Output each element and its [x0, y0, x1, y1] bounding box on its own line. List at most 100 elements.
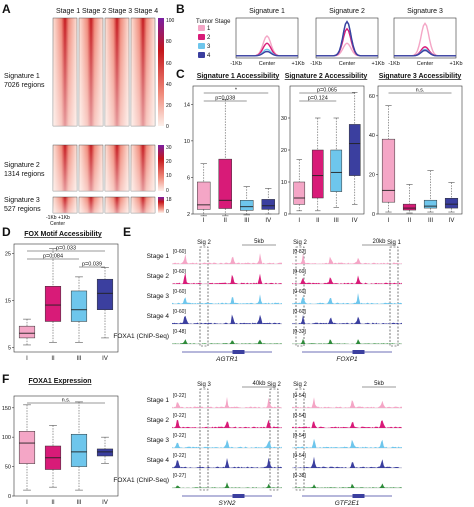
panel-letter-e: E — [123, 225, 131, 239]
y-tick-label: 0 — [372, 212, 375, 218]
panel-letter-a: A — [2, 2, 11, 16]
x-left-label: -1Kb — [230, 61, 242, 67]
significance-label: p=0.039 — [82, 262, 102, 268]
profile-frame — [235, 17, 299, 59]
track-row-label: FOXA1 (ChIP-Seq) — [113, 477, 169, 484]
colorbar-tick: 10 — [166, 173, 172, 179]
profile-title: Signature 1 — [249, 8, 285, 15]
box — [70, 290, 88, 322]
legend-swatch — [198, 52, 205, 58]
colorbar-tick: 0 — [166, 124, 169, 130]
gene-name: GTF2E1 — [335, 500, 360, 507]
colorbar-tick: 0 — [166, 209, 169, 215]
gene-exon — [352, 350, 365, 354]
track-signal — [172, 457, 282, 468]
track-signal — [172, 396, 282, 408]
profile-line — [394, 46, 456, 57]
scale-label: 5kb — [374, 381, 384, 387]
signature-region-box — [199, 388, 209, 491]
scale-label: 40kb — [252, 381, 266, 387]
track-range: [0-48] — [173, 329, 186, 335]
y-tick-label: 20 — [281, 148, 287, 154]
profile-line — [394, 49, 456, 57]
y-tick-label: 150 — [2, 406, 11, 412]
colorbar-2 — [158, 145, 164, 191]
track-range: [0-22] — [173, 453, 186, 459]
box — [293, 181, 306, 205]
significance-label: p=0.038 — [215, 96, 235, 102]
track-signal — [292, 253, 402, 264]
x-right-label: +1Kb — [372, 61, 385, 67]
significance-label: p=0.084 — [43, 254, 63, 260]
boxplot-frame — [13, 395, 119, 497]
stage-label: Stage 4 — [134, 8, 158, 15]
track-signal — [292, 438, 402, 448]
y-tick-label: 2 — [187, 212, 190, 218]
x-left-label: -1Kb — [310, 61, 322, 67]
axis-left-label: -1Kb — [46, 215, 57, 221]
box — [330, 149, 343, 192]
significance-label: n.s. — [416, 88, 425, 94]
x-right-label: +1Kb — [292, 61, 305, 67]
boxplot-frame — [377, 85, 463, 215]
legend-swatch — [198, 25, 205, 31]
profile-title: Signature 3 — [407, 8, 443, 15]
stage-label: Stage 2 — [82, 8, 106, 15]
significance-label: p=0.124 — [308, 96, 328, 102]
boxplot-title: FOXA1 Expression — [28, 378, 91, 385]
profile-frame — [393, 17, 457, 59]
box — [261, 199, 275, 210]
box — [423, 199, 438, 209]
category-label: II — [408, 218, 412, 224]
profile-line — [316, 20, 378, 57]
significance-label: n.s. — [62, 398, 71, 404]
track-range: [0-60] — [173, 309, 186, 315]
track-range: [0-32] — [293, 329, 306, 335]
colorbar-tick: 80 — [166, 39, 172, 45]
x-left-label: -1Kb — [388, 61, 400, 67]
category-label: I — [298, 218, 300, 224]
category-label: II — [51, 500, 55, 506]
panel-e-tracks: Stage 1 Stage 2 Stage 3 Stage 4 FOXA1 (ChIP-… — [113, 239, 402, 363]
signature-3-count: 527 regions — [4, 206, 41, 213]
significance-label: * — [235, 88, 238, 94]
category-label: III — [244, 218, 249, 224]
signature-region-label: Sig 3 — [197, 382, 211, 388]
track-signal — [292, 314, 402, 324]
y-tick-label: 10 — [281, 180, 287, 186]
legend-label: 3 — [207, 44, 211, 50]
track-signal — [292, 397, 402, 408]
heatmap-fade — [105, 145, 129, 191]
panel-letter-b: B — [176, 2, 185, 16]
x-center-label: Center — [339, 61, 356, 67]
track-range: [0-60] — [173, 249, 186, 255]
scale-label: 20kb — [372, 239, 386, 245]
track-row-label: Stage 3 — [147, 437, 170, 444]
category-label: I — [26, 500, 28, 506]
signature-region-box — [295, 388, 305, 491]
category-label: II — [316, 218, 320, 224]
heatmap-fade — [79, 18, 103, 126]
track-row-label: Stage 2 — [147, 417, 170, 424]
colorbar-3 — [158, 197, 164, 213]
track-signal — [292, 293, 402, 304]
heatmap-fade — [105, 197, 129, 213]
y-tick-label: 10 — [184, 139, 190, 145]
x-right-label: +1Kb — [450, 61, 463, 67]
signature-1-count: 7026 regions — [4, 82, 45, 89]
colorbar-tick: 18 — [166, 197, 172, 203]
stage-label: Stage 3 — [108, 8, 132, 15]
track-signal — [292, 338, 402, 344]
track-signal — [292, 483, 402, 488]
track-signal — [172, 439, 282, 448]
track-range: [0-54] — [293, 433, 306, 439]
boxplot-title: Signature 1 Accessibility — [197, 73, 280, 80]
panel-a-heatmaps: Stage 1 Stage 2 Stage 3 Stage 4 Signatur… — [4, 8, 175, 227]
significance-label: p=0.033 — [56, 246, 76, 252]
colorbar-tick: 20 — [166, 103, 172, 109]
signature-region-label: Sig 1 — [387, 240, 401, 246]
signature-region-label: Sig 2 — [197, 240, 211, 246]
category-label: II — [51, 356, 55, 362]
